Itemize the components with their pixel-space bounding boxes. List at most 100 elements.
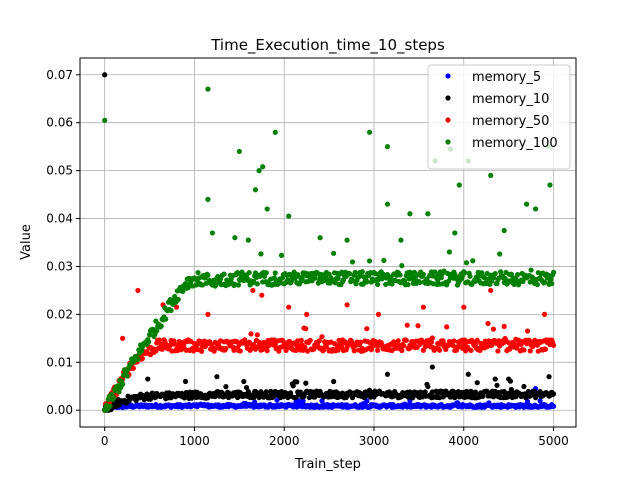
data-point (258, 251, 264, 257)
data-point (252, 187, 259, 193)
data-point (502, 275, 508, 281)
data-point (495, 348, 501, 354)
data-point (344, 237, 350, 243)
y-tick-label: 0.00 (46, 403, 73, 417)
data-point (490, 326, 497, 332)
data-point (254, 281, 260, 287)
data-point (189, 395, 195, 401)
data-point (302, 344, 308, 350)
data-point (331, 378, 337, 385)
data-point (488, 287, 494, 294)
data-point (550, 403, 557, 409)
data-point (492, 270, 498, 277)
data-point (352, 269, 358, 276)
data-point (359, 269, 365, 275)
data-point (397, 272, 403, 278)
data-point (241, 378, 247, 385)
data-point (138, 348, 145, 354)
y-tick-label: 0.06 (46, 116, 73, 130)
data-point (548, 276, 554, 282)
legend-marker (445, 73, 451, 79)
data-point (158, 323, 164, 329)
data-point (422, 389, 428, 395)
data-point (474, 380, 480, 386)
data-point (446, 249, 453, 255)
data-point (381, 257, 387, 264)
data-point (232, 235, 238, 241)
data-point (319, 334, 325, 340)
data-point (445, 278, 452, 284)
y-tick-label: 0.03 (46, 259, 73, 273)
data-point (135, 287, 141, 294)
data-point (348, 338, 355, 344)
data-point (541, 279, 548, 285)
data-point (357, 339, 364, 345)
y-tick-label: 0.01 (46, 355, 73, 369)
data-point (405, 281, 411, 288)
data-point (364, 326, 370, 332)
data-point (404, 322, 410, 328)
data-point (163, 341, 169, 347)
data-point (420, 304, 426, 310)
data-point (550, 391, 557, 397)
data-point (465, 371, 471, 377)
data-point (347, 271, 353, 277)
chart-title: Time_Execution_time_10_steps (210, 36, 445, 55)
data-point (384, 371, 391, 377)
data-point (528, 267, 534, 273)
y-tick-label: 0.05 (46, 164, 73, 178)
data-point (145, 376, 151, 382)
data-point (533, 206, 539, 212)
data-point (440, 338, 446, 344)
data-point (303, 326, 309, 332)
data-point (205, 272, 211, 278)
data-point (317, 235, 323, 241)
data-point (180, 288, 186, 294)
data-point (223, 384, 229, 390)
data-point (401, 343, 407, 349)
data-point (407, 211, 413, 217)
data-point (425, 211, 431, 217)
data-point (521, 383, 527, 390)
data-point (221, 271, 227, 277)
data-point (366, 258, 373, 264)
data-point (373, 271, 379, 277)
data-point (323, 344, 330, 350)
data-point (438, 275, 444, 281)
data-point (494, 382, 500, 388)
data-point (172, 293, 178, 300)
data-point (375, 311, 382, 317)
data-point (312, 275, 318, 281)
data-point (234, 270, 241, 276)
data-point (425, 383, 431, 390)
data-point (384, 201, 391, 207)
data-point (107, 403, 113, 409)
y-tick-label: 0.07 (46, 68, 73, 82)
data-point (259, 292, 265, 298)
data-point (366, 129, 373, 135)
data-point (154, 328, 160, 334)
legend-marker (445, 117, 451, 123)
data-point (335, 276, 341, 282)
data-point (463, 260, 470, 266)
data-point (288, 278, 295, 284)
data-point (451, 338, 457, 344)
data-point (485, 320, 491, 327)
data-point (545, 272, 551, 278)
data-point (256, 168, 262, 174)
data-point (163, 316, 169, 322)
data-point (237, 348, 243, 354)
x-tick-label: 3000 (359, 434, 390, 448)
data-point (452, 230, 458, 236)
x-tick-label: 0 (101, 434, 109, 448)
data-point (274, 397, 280, 403)
data-point (349, 395, 356, 401)
data-point (182, 281, 189, 287)
data-point (527, 348, 533, 354)
data-point (102, 117, 108, 123)
data-point (456, 182, 462, 188)
data-point (290, 383, 296, 389)
data-point (214, 374, 220, 380)
data-point (537, 398, 543, 404)
data-point (415, 323, 421, 329)
